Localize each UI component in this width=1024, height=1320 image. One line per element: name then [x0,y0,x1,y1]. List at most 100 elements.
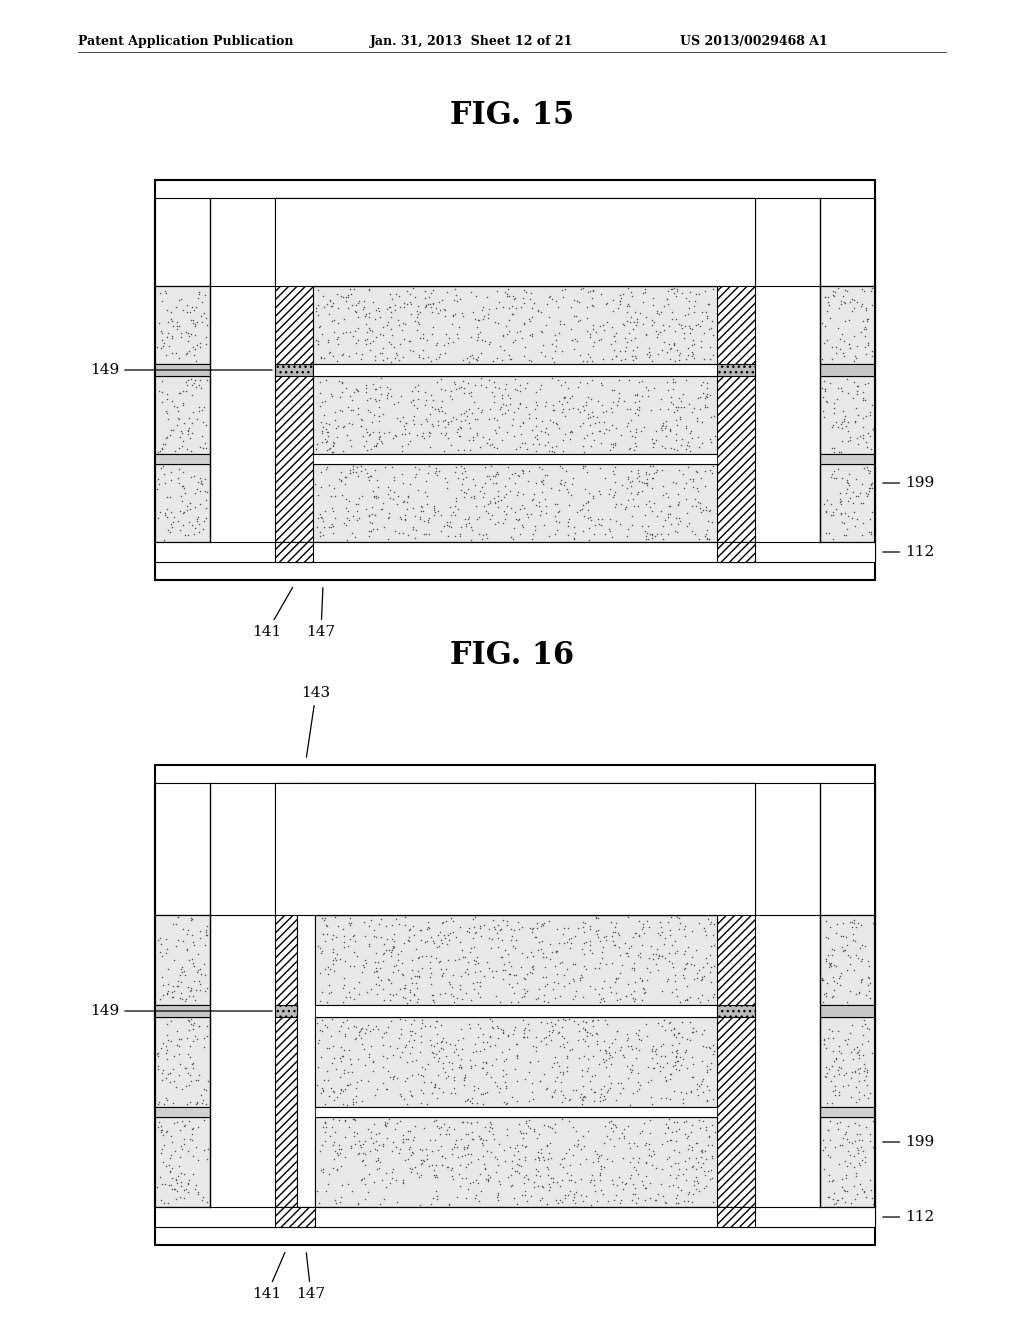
Point [606,480,623,502]
Point [416,1072,432,1093]
Point [187,1026,204,1047]
Point [439,413,456,434]
Point [853,293,869,314]
Point [327,486,343,507]
Point [163,502,179,523]
Point [487,985,504,1006]
Point [449,491,465,512]
Point [628,1048,644,1069]
Point [693,966,710,987]
Point [660,1118,677,1139]
Point [374,1027,390,1048]
Point [466,1080,482,1101]
Point [376,1189,392,1210]
Point [693,969,710,990]
Point [847,1189,863,1210]
Point [840,471,856,492]
Point [369,983,385,1005]
Point [856,458,872,479]
Point [179,375,196,396]
Point [561,1090,578,1111]
Point [366,962,382,983]
Point [383,973,399,994]
Point [559,1045,575,1067]
Point [560,1170,577,1191]
Point [421,508,437,529]
Point [855,1010,871,1031]
Point [309,433,326,454]
Point [507,1160,523,1181]
Point [344,1094,360,1115]
Point [432,1117,449,1138]
Point [615,391,632,412]
Point [489,1028,506,1049]
Point [485,487,502,508]
Point [842,946,858,968]
Point [825,403,842,424]
Point [694,310,711,331]
Point [316,516,333,537]
Point [445,1069,462,1090]
Point [407,506,423,527]
Text: 147: 147 [296,1253,326,1302]
Point [417,482,433,503]
Point [341,1117,357,1138]
Point [178,1076,195,1097]
Point [620,1035,636,1056]
Point [683,1081,699,1102]
Point [158,282,174,304]
Point [838,927,854,948]
Point [644,1154,660,1175]
Point [345,462,361,483]
Point [549,919,565,940]
Point [860,1018,877,1039]
Point [471,1191,487,1212]
Point [442,1159,459,1180]
Point [678,288,694,309]
Point [452,1175,468,1196]
Point [348,457,365,478]
Point [345,1121,361,1142]
Point [671,1142,687,1163]
Point [325,516,341,537]
Point [159,1024,175,1045]
Point [325,941,341,962]
Point [463,516,479,537]
Point [818,927,835,948]
Point [479,304,496,325]
Point [706,405,722,426]
Point [193,480,209,502]
Point [317,370,334,391]
Point [316,1111,333,1133]
Point [384,935,400,956]
Point [473,342,489,363]
Point [392,1084,409,1105]
Point [188,1137,205,1158]
Point [693,969,710,990]
Point [315,1080,332,1101]
Point [350,397,367,418]
Point [469,350,485,371]
Point [534,1176,550,1197]
Point [678,370,694,391]
Point [564,474,581,495]
Point [552,455,568,477]
Point [657,411,674,432]
Point [561,429,578,450]
Point [565,338,582,359]
Point [838,416,854,437]
Point [386,956,402,977]
Point [505,936,521,957]
Point [529,917,546,939]
Point [652,1055,669,1076]
Point [555,1008,571,1030]
Point [650,304,667,325]
Point [441,512,458,533]
Point [377,1111,393,1133]
Point [370,1159,386,1180]
Point [374,1170,390,1191]
Point [332,400,348,421]
Point [446,279,463,300]
Point [183,467,200,488]
Point [181,492,198,513]
